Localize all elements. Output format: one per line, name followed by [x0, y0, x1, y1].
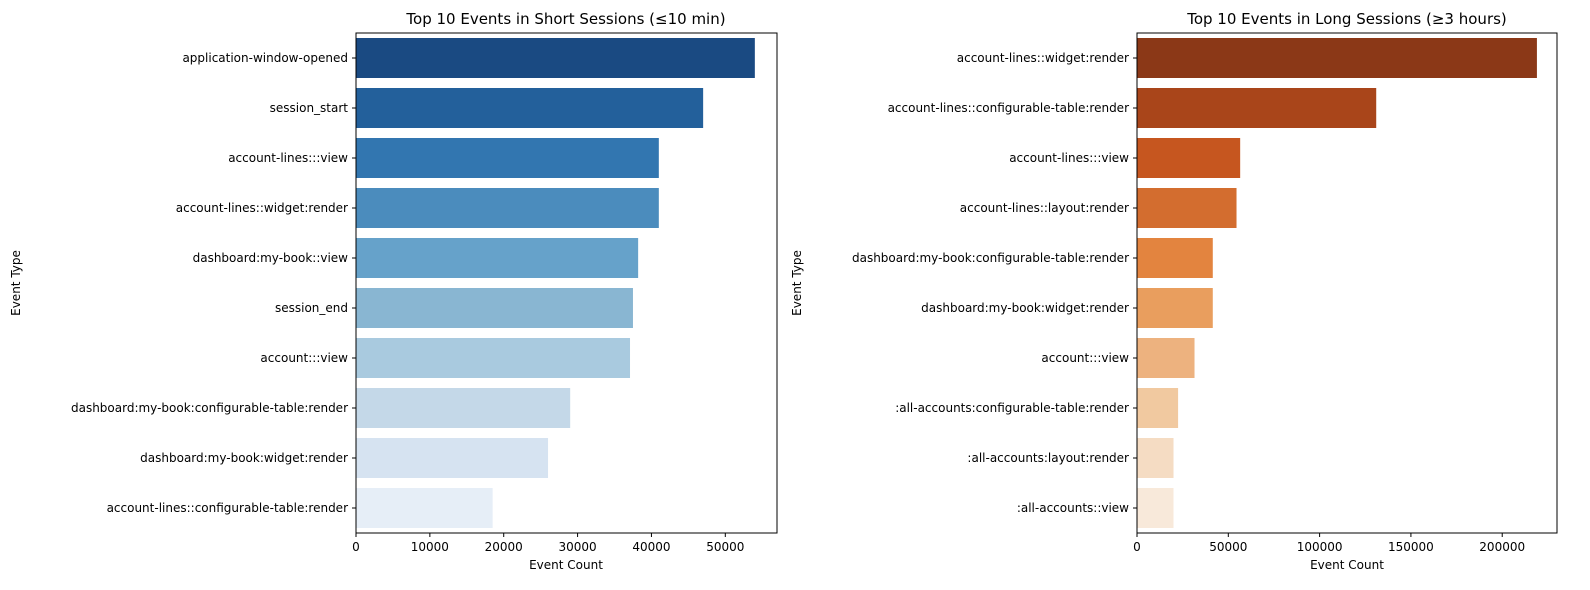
- bars-group: [1137, 38, 1537, 528]
- y-tick-label: dashboard:my-book:configurable-table:ren…: [852, 251, 1129, 265]
- bar: [1137, 238, 1213, 278]
- x-tick-label: 10000: [411, 540, 449, 554]
- x-ticks: 0 10000 20000 30000 40000 50000: [352, 533, 744, 554]
- y-tick-label: account-lines::widget:render: [957, 51, 1129, 65]
- plot-frame: [1136, 32, 1558, 534]
- bar: [356, 38, 755, 78]
- bar: [356, 138, 659, 178]
- y-tick-label: account-lines::widget:render: [176, 201, 348, 215]
- y-tick-label: account:::view: [260, 351, 348, 365]
- y-tick-label: :all-accounts:layout:render: [967, 451, 1129, 465]
- bar: [1137, 38, 1537, 78]
- bar: [1137, 138, 1241, 178]
- y-axis-label: Event Type: [9, 250, 23, 316]
- x-tick-label: 40000: [632, 540, 670, 554]
- bar: [356, 238, 639, 278]
- x-axis-label: Event Count: [1310, 558, 1384, 572]
- y-tick-label: :all-accounts:configurable-table:render: [895, 401, 1129, 415]
- x-tick-label: 150000: [1388, 540, 1434, 554]
- x-tick-label: 0: [352, 540, 360, 554]
- y-tick-label: session_end: [275, 301, 348, 315]
- y-tick-label: application-window-opened: [182, 51, 348, 65]
- x-tick-label: 50000: [706, 540, 744, 554]
- bar: [356, 388, 571, 428]
- bar: [356, 438, 549, 478]
- bar: [1137, 438, 1174, 478]
- chart-title: Top 10 Events in Short Sessions (≤10 min…: [405, 10, 725, 28]
- bar: [356, 88, 704, 128]
- bar: [1137, 188, 1237, 228]
- bar: [356, 288, 633, 328]
- x-tick-label: 200000: [1479, 540, 1525, 554]
- x-tick-label: 50000: [1209, 540, 1247, 554]
- x-tick-label: 30000: [558, 540, 596, 554]
- y-tick-label: account-lines::configurable-table:render: [888, 101, 1130, 115]
- y-tick-label: dashboard:my-book:configurable-table:ren…: [71, 401, 348, 415]
- long-sessions-chart: Top 10 Events in Long Sessions (≥3 hours…: [790, 10, 1558, 572]
- y-axis-label: Event Type: [790, 250, 804, 316]
- y-tick-label: account-lines::configurable-table:render: [107, 501, 349, 515]
- y-tick-label: account:::view: [1041, 351, 1129, 365]
- y-tick-label: account-lines:::view: [1009, 151, 1129, 165]
- x-tick-label: 0: [1133, 540, 1141, 554]
- y-tick-label: :all-accounts::view: [1017, 501, 1129, 515]
- x-tick-label: 100000: [1297, 540, 1343, 554]
- chart-title: Top 10 Events in Long Sessions (≥3 hours…: [1186, 10, 1507, 28]
- y-tick-label: session_start: [270, 101, 349, 115]
- y-tick-label: account-lines::layout:render: [960, 201, 1129, 215]
- bar: [1137, 388, 1179, 428]
- y-tick-label: dashboard:my-book::view: [193, 251, 349, 265]
- plot-frame: [355, 32, 778, 534]
- bar: [1137, 488, 1174, 528]
- bar: [356, 338, 631, 378]
- x-axis-label: Event Count: [529, 558, 603, 572]
- y-tick-label: dashboard:my-book:widget:render: [140, 451, 348, 465]
- short-sessions-chart: Top 10 Events in Short Sessions (≤10 min…: [9, 10, 778, 572]
- bar: [1137, 288, 1213, 328]
- y-tick-label: dashboard:my-book:widget:render: [921, 301, 1129, 315]
- x-tick-label: 20000: [485, 540, 523, 554]
- bar: [356, 188, 659, 228]
- y-tick-labels: account-lines::widget:renderaccount-line…: [852, 51, 1137, 515]
- bar: [356, 488, 493, 528]
- y-tick-labels: application-window-opened session_startac…: [71, 51, 356, 515]
- bar: [1137, 338, 1195, 378]
- y-tick-label: account-lines:::view: [228, 151, 348, 165]
- bar: [1137, 88, 1377, 128]
- x-ticks: 0 50000 100000 150000 200000: [1133, 533, 1525, 554]
- bars-group: [356, 38, 755, 528]
